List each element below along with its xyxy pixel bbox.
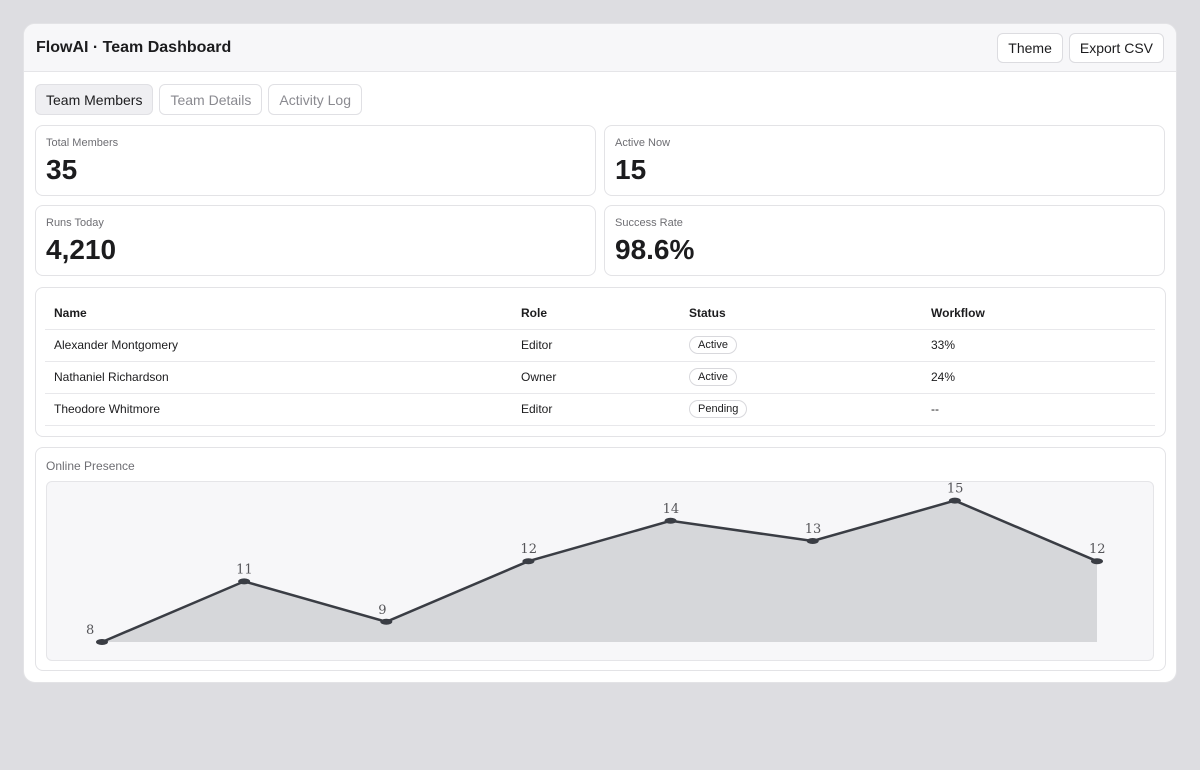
data-label: 15 — [947, 482, 964, 497]
online-presence-card: Online Presence 8 11 9 12 14 13 15 12 — [35, 447, 1166, 671]
member-role: Owner — [512, 361, 680, 394]
data-label: 13 — [805, 522, 822, 537]
app-title: FlowAI · Team Dashboard — [36, 38, 232, 56]
tab-bar: Team Members Team Details Activity Log — [35, 84, 362, 115]
export-csv-button[interactable]: Export CSV — [1068, 32, 1164, 63]
table-header-row: Name Role Status Workflow — [45, 297, 1155, 330]
app-window: FlowAI · Team Dashboard Theme Export CSV… — [23, 23, 1177, 683]
member-name: Alexander Montgomery — [45, 329, 512, 362]
presence-line — [101, 499, 1098, 644]
member-name: Nathaniel Richardson — [45, 361, 512, 394]
stat-value: 4,210 — [46, 234, 117, 265]
tab-team-members[interactable]: Team Members — [35, 84, 154, 115]
member-name: Theodore Whitmore — [45, 393, 512, 426]
data-label: 14 — [663, 502, 680, 517]
tab-activity-log[interactable]: Activity Log — [268, 84, 362, 115]
data-point[interactable] — [96, 639, 108, 645]
presence-area — [102, 500, 1097, 642]
data-label: 12 — [520, 542, 537, 557]
data-point[interactable] — [238, 578, 251, 585]
table-row[interactable]: Nathaniel Richardson Owner Active 24% — [45, 361, 1155, 394]
stat-label: Total Members — [46, 137, 119, 149]
stat-value: 15 — [615, 154, 647, 185]
theme-button[interactable]: Theme — [997, 32, 1063, 63]
data-label: 8 — [86, 623, 94, 638]
column-header-name[interactable]: Name — [45, 297, 512, 330]
column-header-workflow[interactable]: Workflow — [922, 297, 1155, 330]
stat-value: 35 — [46, 154, 78, 185]
stat-card-success-rate: Success Rate 98.6% — [604, 205, 1165, 276]
team-members-table-card: Name Role Status Workflow Alexander Mont… — [35, 287, 1166, 437]
online-presence-chart: 8 11 9 12 14 13 15 12 — [46, 481, 1154, 661]
team-members-table: Name Role Status Workflow Alexander Mont… — [45, 297, 1155, 426]
member-workflow: 33% — [922, 329, 1155, 362]
data-label: 9 — [378, 603, 386, 618]
status-badge: Pending — [689, 400, 748, 418]
member-role: Editor — [512, 393, 680, 426]
data-point[interactable] — [806, 538, 819, 544]
column-header-status[interactable]: Status — [680, 297, 922, 330]
data-label: 11 — [236, 562, 253, 577]
member-workflow: 24% — [922, 361, 1155, 394]
stat-label: Success Rate — [615, 217, 683, 229]
stat-label: Runs Today — [46, 217, 104, 229]
column-header-role[interactable]: Role — [512, 297, 680, 330]
member-role: Editor — [512, 329, 680, 362]
chart-title: Online Presence — [46, 459, 135, 473]
table-row[interactable]: Theodore Whitmore Editor Pending -- — [45, 393, 1155, 426]
stat-value: 98.6% — [615, 234, 695, 265]
data-point[interactable] — [948, 497, 961, 504]
stat-card-runs-today: Runs Today 4,210 — [35, 205, 596, 276]
stat-card-total-members: Total Members 35 — [35, 125, 596, 196]
data-point[interactable] — [522, 558, 535, 565]
title-bar: FlowAI · Team Dashboard Theme Export CSV — [24, 24, 1176, 72]
stat-card-active-now: Active Now 15 — [604, 125, 1165, 196]
table-row[interactable]: Alexander Montgomery Editor Active 33% — [45, 329, 1155, 362]
stat-label: Active Now — [615, 137, 671, 149]
member-workflow: -- — [922, 393, 1155, 426]
tab-team-details[interactable]: Team Details — [159, 84, 263, 115]
data-point[interactable] — [664, 517, 677, 524]
status-badge: Active — [689, 336, 737, 354]
presence-chart-svg: 8 11 9 12 14 13 15 12 — [86, 482, 1106, 645]
title-actions: Theme Export CSV — [997, 32, 1164, 63]
data-point[interactable] — [1091, 558, 1103, 565]
data-point[interactable] — [380, 618, 393, 625]
data-label: 12 — [1089, 542, 1106, 557]
status-badge: Active — [689, 368, 737, 386]
